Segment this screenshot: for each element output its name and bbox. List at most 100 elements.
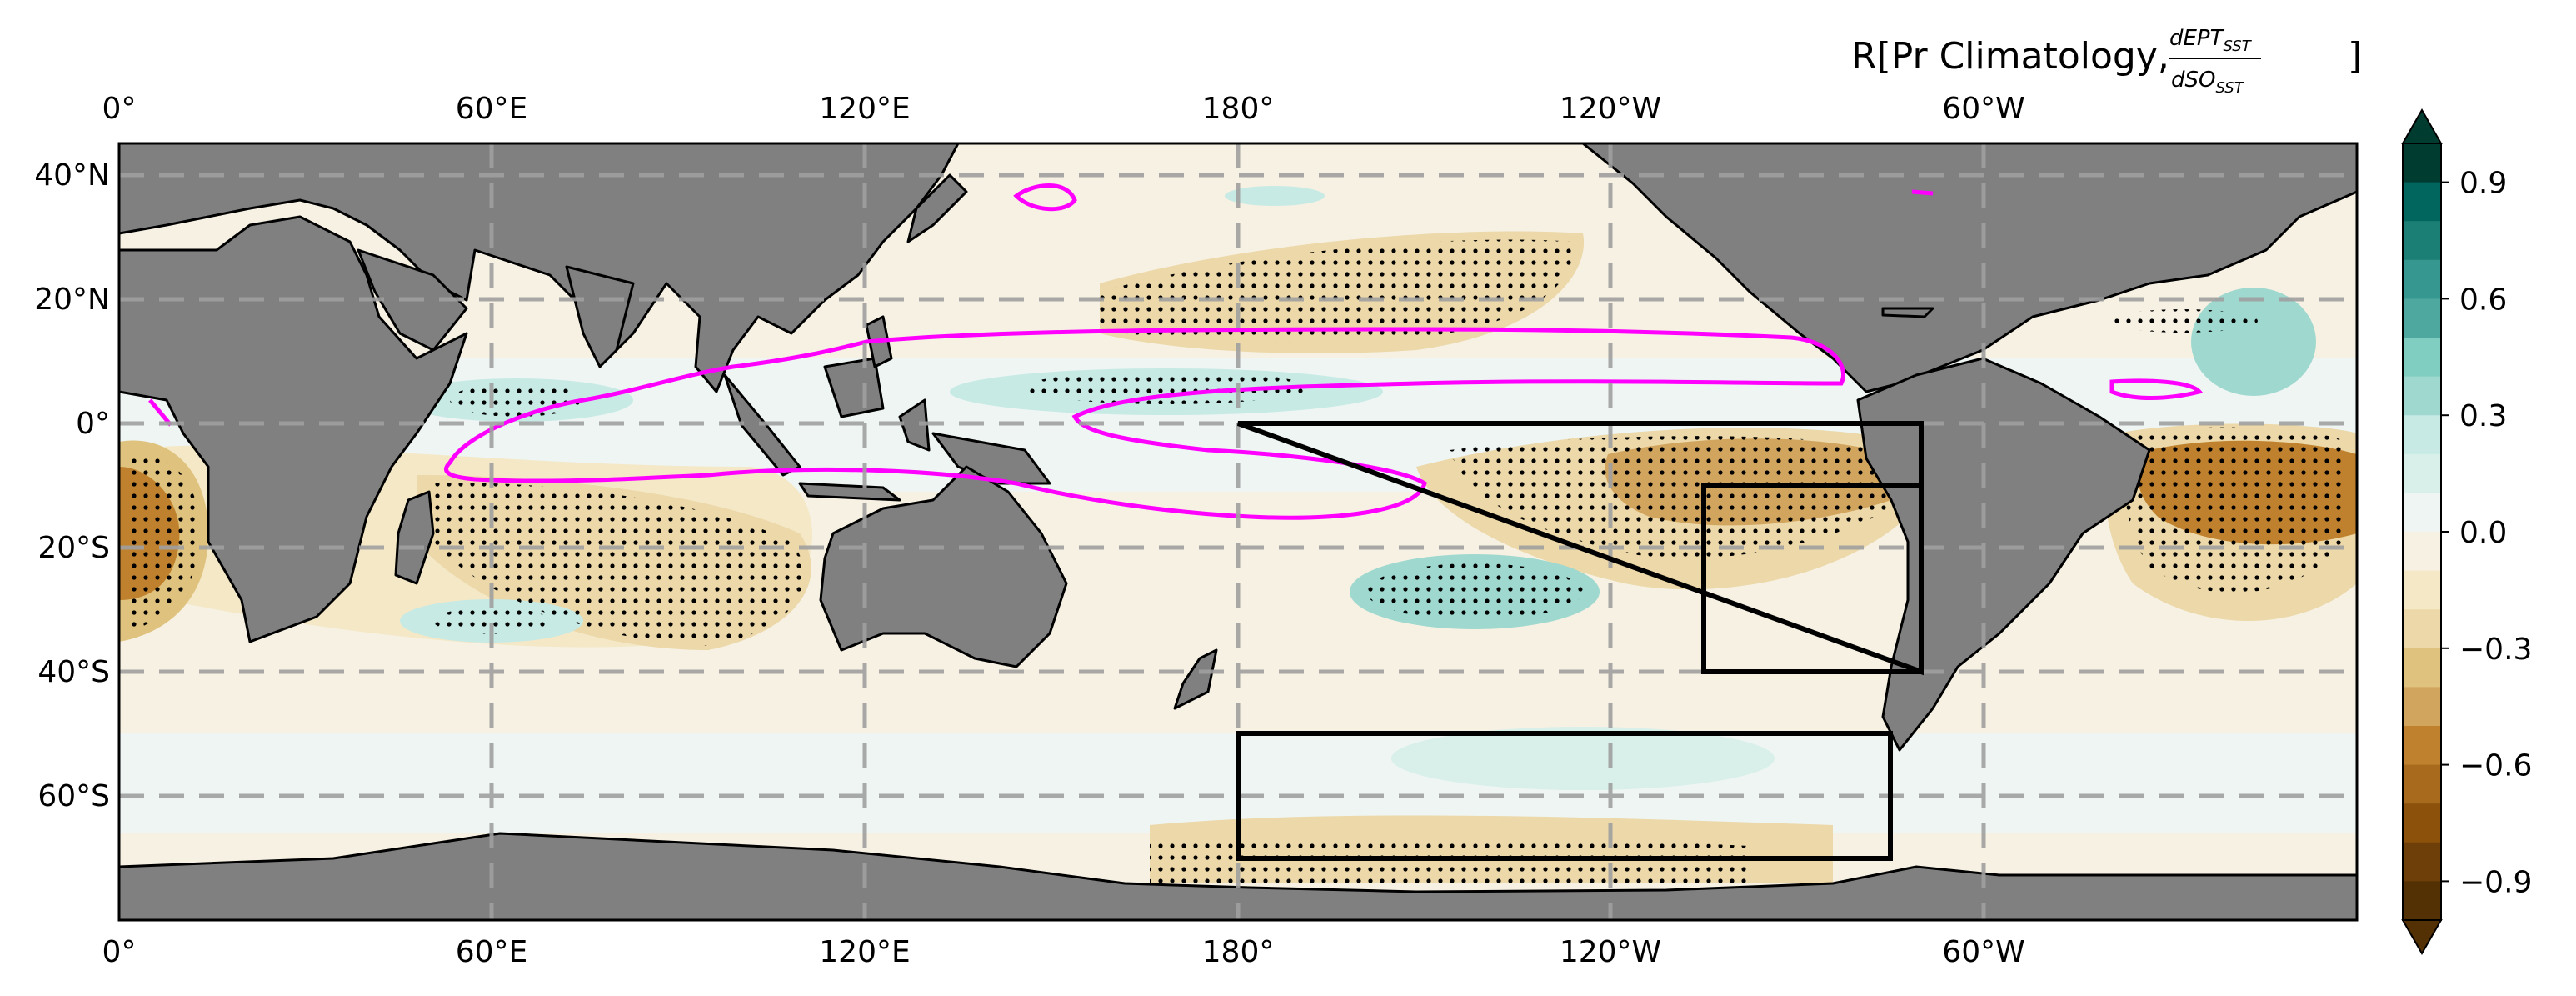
lon-tick-bottom-60e: 60°E (456, 935, 528, 969)
land-antarctica (119, 832, 2357, 920)
cb-tick-neg0.6: −0.6 (2441, 749, 2532, 783)
land-new-zealand (1173, 648, 1218, 710)
figure-title: R[Pr Climatology, dEPTSST dSOSST ] (1851, 26, 2362, 97)
itcz-contour (444, 327, 1845, 520)
contour-nw-pacific (1013, 183, 1077, 212)
contour-gulf (1911, 189, 1934, 196)
cb-tick-neg0.3: −0.3 (2441, 633, 2532, 667)
lon-tick-bottom-120w: 120°W (1560, 935, 1661, 969)
region-boxes (1236, 421, 1924, 861)
land-cuba (1881, 307, 1934, 318)
box-southern-ocean (1236, 731, 1893, 861)
colorbar-segment (2403, 221, 2441, 261)
svg-text:−0.6: −0.6 (2459, 749, 2532, 783)
lon-ticks-bottom: 0° 60°E 120°E 180° 120°W 60°W (102, 935, 2025, 969)
lon-ticks-top: 0° 60°E 120°E 180° 120°W 60°W (102, 92, 2025, 126)
colorbar-segment (2403, 648, 2441, 688)
title-denominator: dSOSST (2171, 68, 2245, 97)
land-masses (119, 143, 2357, 920)
cb-tick-0.3: 0.3 (2441, 399, 2507, 433)
land-madagascar (394, 490, 435, 585)
lat-tick-20n: 20°N (34, 283, 110, 317)
box-southeast-pacific (1701, 483, 1924, 674)
lon-tick-top-60w: 60°W (1942, 92, 2024, 126)
stipple-south-indian (433, 608, 550, 634)
land-australia (819, 465, 1068, 668)
colorbar-extend-top (2401, 108, 2443, 144)
svg-text:0.9: 0.9 (2459, 167, 2507, 201)
colorbar-segment (2403, 143, 2441, 183)
cb-tick-0.0: 0.0 (2441, 516, 2507, 550)
cb-tick-0.6: 0.6 (2441, 283, 2507, 317)
colorbar-segment (2403, 609, 2441, 649)
land-india (565, 265, 635, 368)
lon-tick-top-120w: 120°W (1560, 92, 1661, 126)
climatology-contour (148, 183, 2204, 520)
title-suffix: ] (2348, 35, 2362, 78)
lat-tick-20s: 20°S (37, 531, 110, 565)
stipple-south-pacific (1366, 563, 1583, 620)
title-prefix: R[Pr Climatology, (1851, 35, 2169, 78)
stipple-indian (433, 483, 805, 646)
colorbar-segment (2403, 842, 2441, 882)
colorbar-segment (2403, 687, 2441, 727)
svg-text:0.0: 0.0 (2459, 516, 2507, 550)
cb-tick-neg0.9: −0.9 (2441, 865, 2532, 899)
stipple-north-pacific (1100, 239, 1575, 343)
contour-atlantic (2109, 378, 2204, 400)
colorbar-segment (2403, 803, 2441, 843)
lat-tick-40s: 40°S (37, 655, 110, 689)
land-north-america (1581, 143, 2357, 393)
lat-ticks: 40°N 20°N 0° 20°S 40°S 60°S (34, 158, 110, 813)
colorbar-segment (2403, 376, 2441, 416)
lat-tick-40n: 40°N (34, 158, 110, 193)
colorbar: 0.9 0.6 0.3 0.0 −0.3 −0.6 −0.9 (2401, 108, 2532, 956)
map-frame (117, 142, 2359, 922)
north-pacific-positive (1225, 186, 1325, 206)
colorbar-segment (2403, 881, 2441, 921)
land-sulawesi (898, 398, 931, 452)
lon-tick-bottom-60w: 60°W (1942, 935, 2024, 969)
colorbar-segment (2403, 532, 2441, 572)
southern-pacific-positive (1391, 727, 1775, 790)
contour-west-africa (148, 398, 172, 427)
colorbar-segment (2403, 764, 2441, 804)
stipple-north-atlantic (2108, 309, 2258, 333)
land-borneo (823, 357, 885, 418)
land-japan (906, 173, 968, 243)
stipple-indian-north (450, 383, 583, 417)
lon-tick-bottom-180: 180° (1202, 935, 1275, 969)
colorbar-segment (2403, 453, 2441, 493)
colorbar-segment (2403, 726, 2441, 766)
stipple-south-atlantic (2124, 427, 2345, 593)
lon-tick-bottom-0: 0° (102, 935, 137, 969)
colorbar-segment (2403, 493, 2441, 533)
colorbar-ticks: 0.9 0.6 0.3 0.0 −0.3 −0.6 −0.9 (2441, 167, 2532, 899)
svg-text:0.3: 0.3 (2459, 399, 2507, 433)
stipple-atlantic-east (125, 453, 200, 633)
svg-text:−0.3: −0.3 (2459, 633, 2532, 667)
colorbar-segment (2403, 415, 2441, 455)
land-java (798, 482, 901, 502)
colorbar-extend-bottom (2401, 919, 2443, 956)
lat-tick-60s: 60°S (37, 779, 110, 813)
land-africa (119, 215, 468, 643)
colorbar-segment (2403, 338, 2441, 378)
lon-tick-top-0: 0° (102, 92, 137, 126)
colorbar-segment (2403, 182, 2441, 222)
svg-text:0.6: 0.6 (2459, 283, 2507, 317)
lon-tick-top-60e: 60°E (456, 92, 528, 126)
colorbar-segments (2403, 143, 2441, 921)
colorbar-segment (2403, 259, 2441, 299)
lon-tick-bottom-120e: 120°E (819, 935, 910, 969)
lon-tick-top-120e: 120°E (819, 92, 910, 126)
colorbar-segment (2403, 298, 2441, 338)
cb-tick-0.9: 0.9 (2441, 167, 2507, 201)
title-numerator: dEPTSST (2169, 26, 2253, 55)
significance-stippling (125, 239, 2345, 883)
north-atlantic-positive (2191, 288, 2316, 396)
colorbar-segment (2403, 570, 2441, 610)
stipple-se-pacific (1450, 436, 1891, 558)
map-panel (119, 143, 2357, 920)
